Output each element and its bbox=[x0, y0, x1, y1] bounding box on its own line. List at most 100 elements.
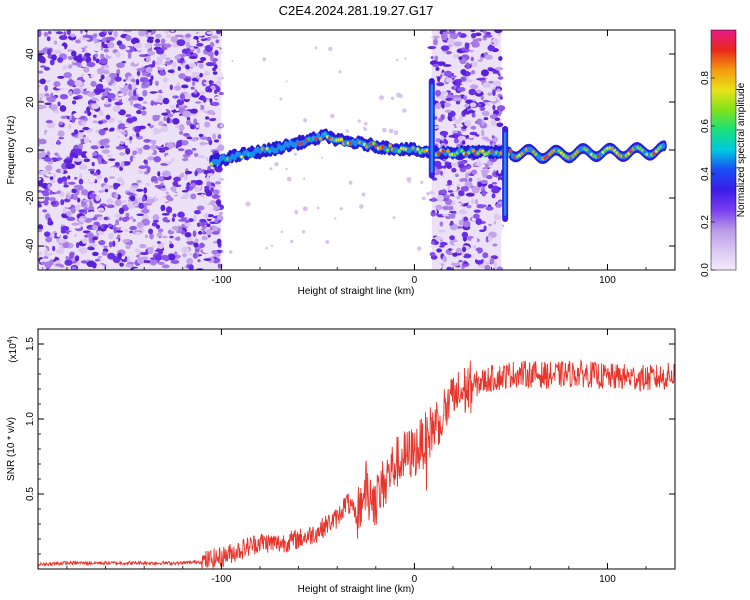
noise-blob bbox=[154, 184, 162, 188]
noise-blob bbox=[494, 212, 498, 220]
noise-blob bbox=[434, 55, 439, 62]
noise-blob bbox=[112, 105, 121, 113]
noise-blob bbox=[214, 181, 221, 185]
x-tick-label: -100 bbox=[211, 275, 231, 286]
noise-blob bbox=[476, 177, 482, 182]
noise-blob bbox=[462, 220, 471, 228]
speckle bbox=[330, 113, 335, 119]
noise-blob bbox=[172, 95, 179, 99]
noise-blob bbox=[78, 230, 82, 238]
noise-blob bbox=[134, 231, 142, 236]
noise-blob bbox=[147, 156, 156, 161]
noise-blob bbox=[44, 85, 49, 92]
speckle bbox=[395, 58, 399, 62]
noise-blob bbox=[49, 114, 57, 121]
noise-blob bbox=[215, 199, 222, 206]
noise-blob bbox=[439, 130, 449, 136]
spectrogram-panel: -100 0 100 -40 -20 0 20 40 Height of straight … bbox=[6, 29, 676, 297]
vertical-feature-core bbox=[430, 84, 433, 173]
noise-blob bbox=[453, 138, 459, 144]
noise-blob bbox=[69, 252, 75, 259]
noise-blob bbox=[479, 229, 486, 232]
speckle bbox=[302, 206, 308, 212]
noise-blob bbox=[136, 132, 140, 138]
noise-blob bbox=[186, 136, 193, 140]
speckle bbox=[363, 121, 368, 126]
noise-blob bbox=[65, 256, 70, 260]
noise-blob bbox=[104, 216, 108, 221]
noise-blob bbox=[159, 187, 167, 191]
noise-blob bbox=[186, 240, 195, 245]
noise-blob bbox=[427, 46, 437, 50]
noise-blob bbox=[452, 256, 460, 264]
noise-blob bbox=[491, 135, 495, 139]
noise-blob bbox=[136, 67, 145, 72]
noise-blob bbox=[99, 139, 108, 146]
noise-blob bbox=[464, 41, 470, 49]
noise-blob bbox=[150, 100, 155, 107]
noise-blob bbox=[53, 81, 61, 88]
noise-blob bbox=[480, 69, 489, 77]
signal-band-mid bbox=[274, 147, 279, 154]
noise-blob bbox=[480, 179, 488, 184]
noise-blob bbox=[194, 186, 200, 193]
noise-blob bbox=[64, 259, 73, 266]
noise-blob bbox=[189, 47, 195, 50]
noise-blob bbox=[44, 248, 48, 255]
noise-blob bbox=[183, 78, 191, 81]
noise-blob bbox=[123, 30, 133, 33]
noise-blob bbox=[158, 249, 163, 255]
noise-blob bbox=[53, 129, 60, 133]
signal-peak bbox=[460, 149, 464, 153]
noise-blob bbox=[204, 185, 210, 190]
speckle bbox=[398, 93, 403, 99]
noise-blob bbox=[57, 75, 65, 79]
noise-blob bbox=[197, 60, 204, 64]
noise-blob bbox=[141, 85, 147, 89]
noise-blob bbox=[207, 214, 214, 218]
noise-blob bbox=[75, 242, 80, 249]
noise-blob bbox=[80, 137, 85, 145]
noise-blob bbox=[177, 66, 182, 71]
noise-blob bbox=[84, 117, 88, 122]
noise-blob bbox=[172, 117, 180, 125]
noise-blob bbox=[487, 92, 493, 96]
noise-blob bbox=[210, 187, 214, 192]
noise-blob bbox=[202, 231, 207, 235]
noise-blob bbox=[117, 120, 123, 124]
noise-blob bbox=[447, 179, 453, 186]
noise-blob bbox=[46, 36, 51, 42]
speckle bbox=[381, 127, 387, 133]
noise-blob bbox=[494, 117, 501, 122]
noise-blob bbox=[156, 83, 166, 88]
noise-blob bbox=[481, 139, 486, 147]
noise-blob bbox=[441, 103, 445, 109]
noise-blob bbox=[117, 252, 123, 259]
noise-blob bbox=[84, 110, 88, 114]
noise-blob bbox=[78, 172, 83, 180]
noise-blob bbox=[128, 233, 136, 238]
noise-blob bbox=[445, 248, 455, 256]
noise-blob bbox=[492, 89, 496, 96]
noise-blob bbox=[492, 80, 502, 87]
noise-blob bbox=[119, 152, 126, 156]
noise-blob bbox=[103, 183, 111, 191]
x-tick-label: -100 bbox=[211, 574, 231, 585]
noise-blob bbox=[169, 243, 174, 249]
noise-blob bbox=[83, 66, 90, 73]
noise-blob bbox=[448, 135, 455, 138]
noise-blob bbox=[180, 217, 188, 220]
noise-blob bbox=[121, 258, 128, 263]
noise-blob bbox=[122, 235, 129, 240]
noise-blob bbox=[136, 70, 141, 76]
noise-blob bbox=[151, 30, 156, 35]
noise-blob bbox=[439, 221, 444, 227]
speckle bbox=[221, 250, 224, 254]
noise-blob bbox=[129, 230, 134, 234]
noise-blob bbox=[437, 75, 441, 83]
noise-blob bbox=[471, 112, 476, 118]
noise-blob bbox=[452, 53, 460, 59]
noise-blob bbox=[189, 186, 193, 191]
noise-blob bbox=[481, 129, 485, 137]
noise-blob bbox=[215, 39, 220, 44]
